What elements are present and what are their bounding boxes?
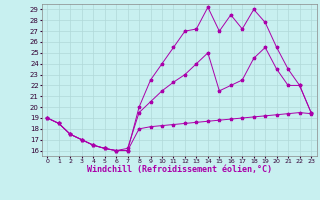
X-axis label: Windchill (Refroidissement éolien,°C): Windchill (Refroidissement éolien,°C) <box>87 165 272 174</box>
